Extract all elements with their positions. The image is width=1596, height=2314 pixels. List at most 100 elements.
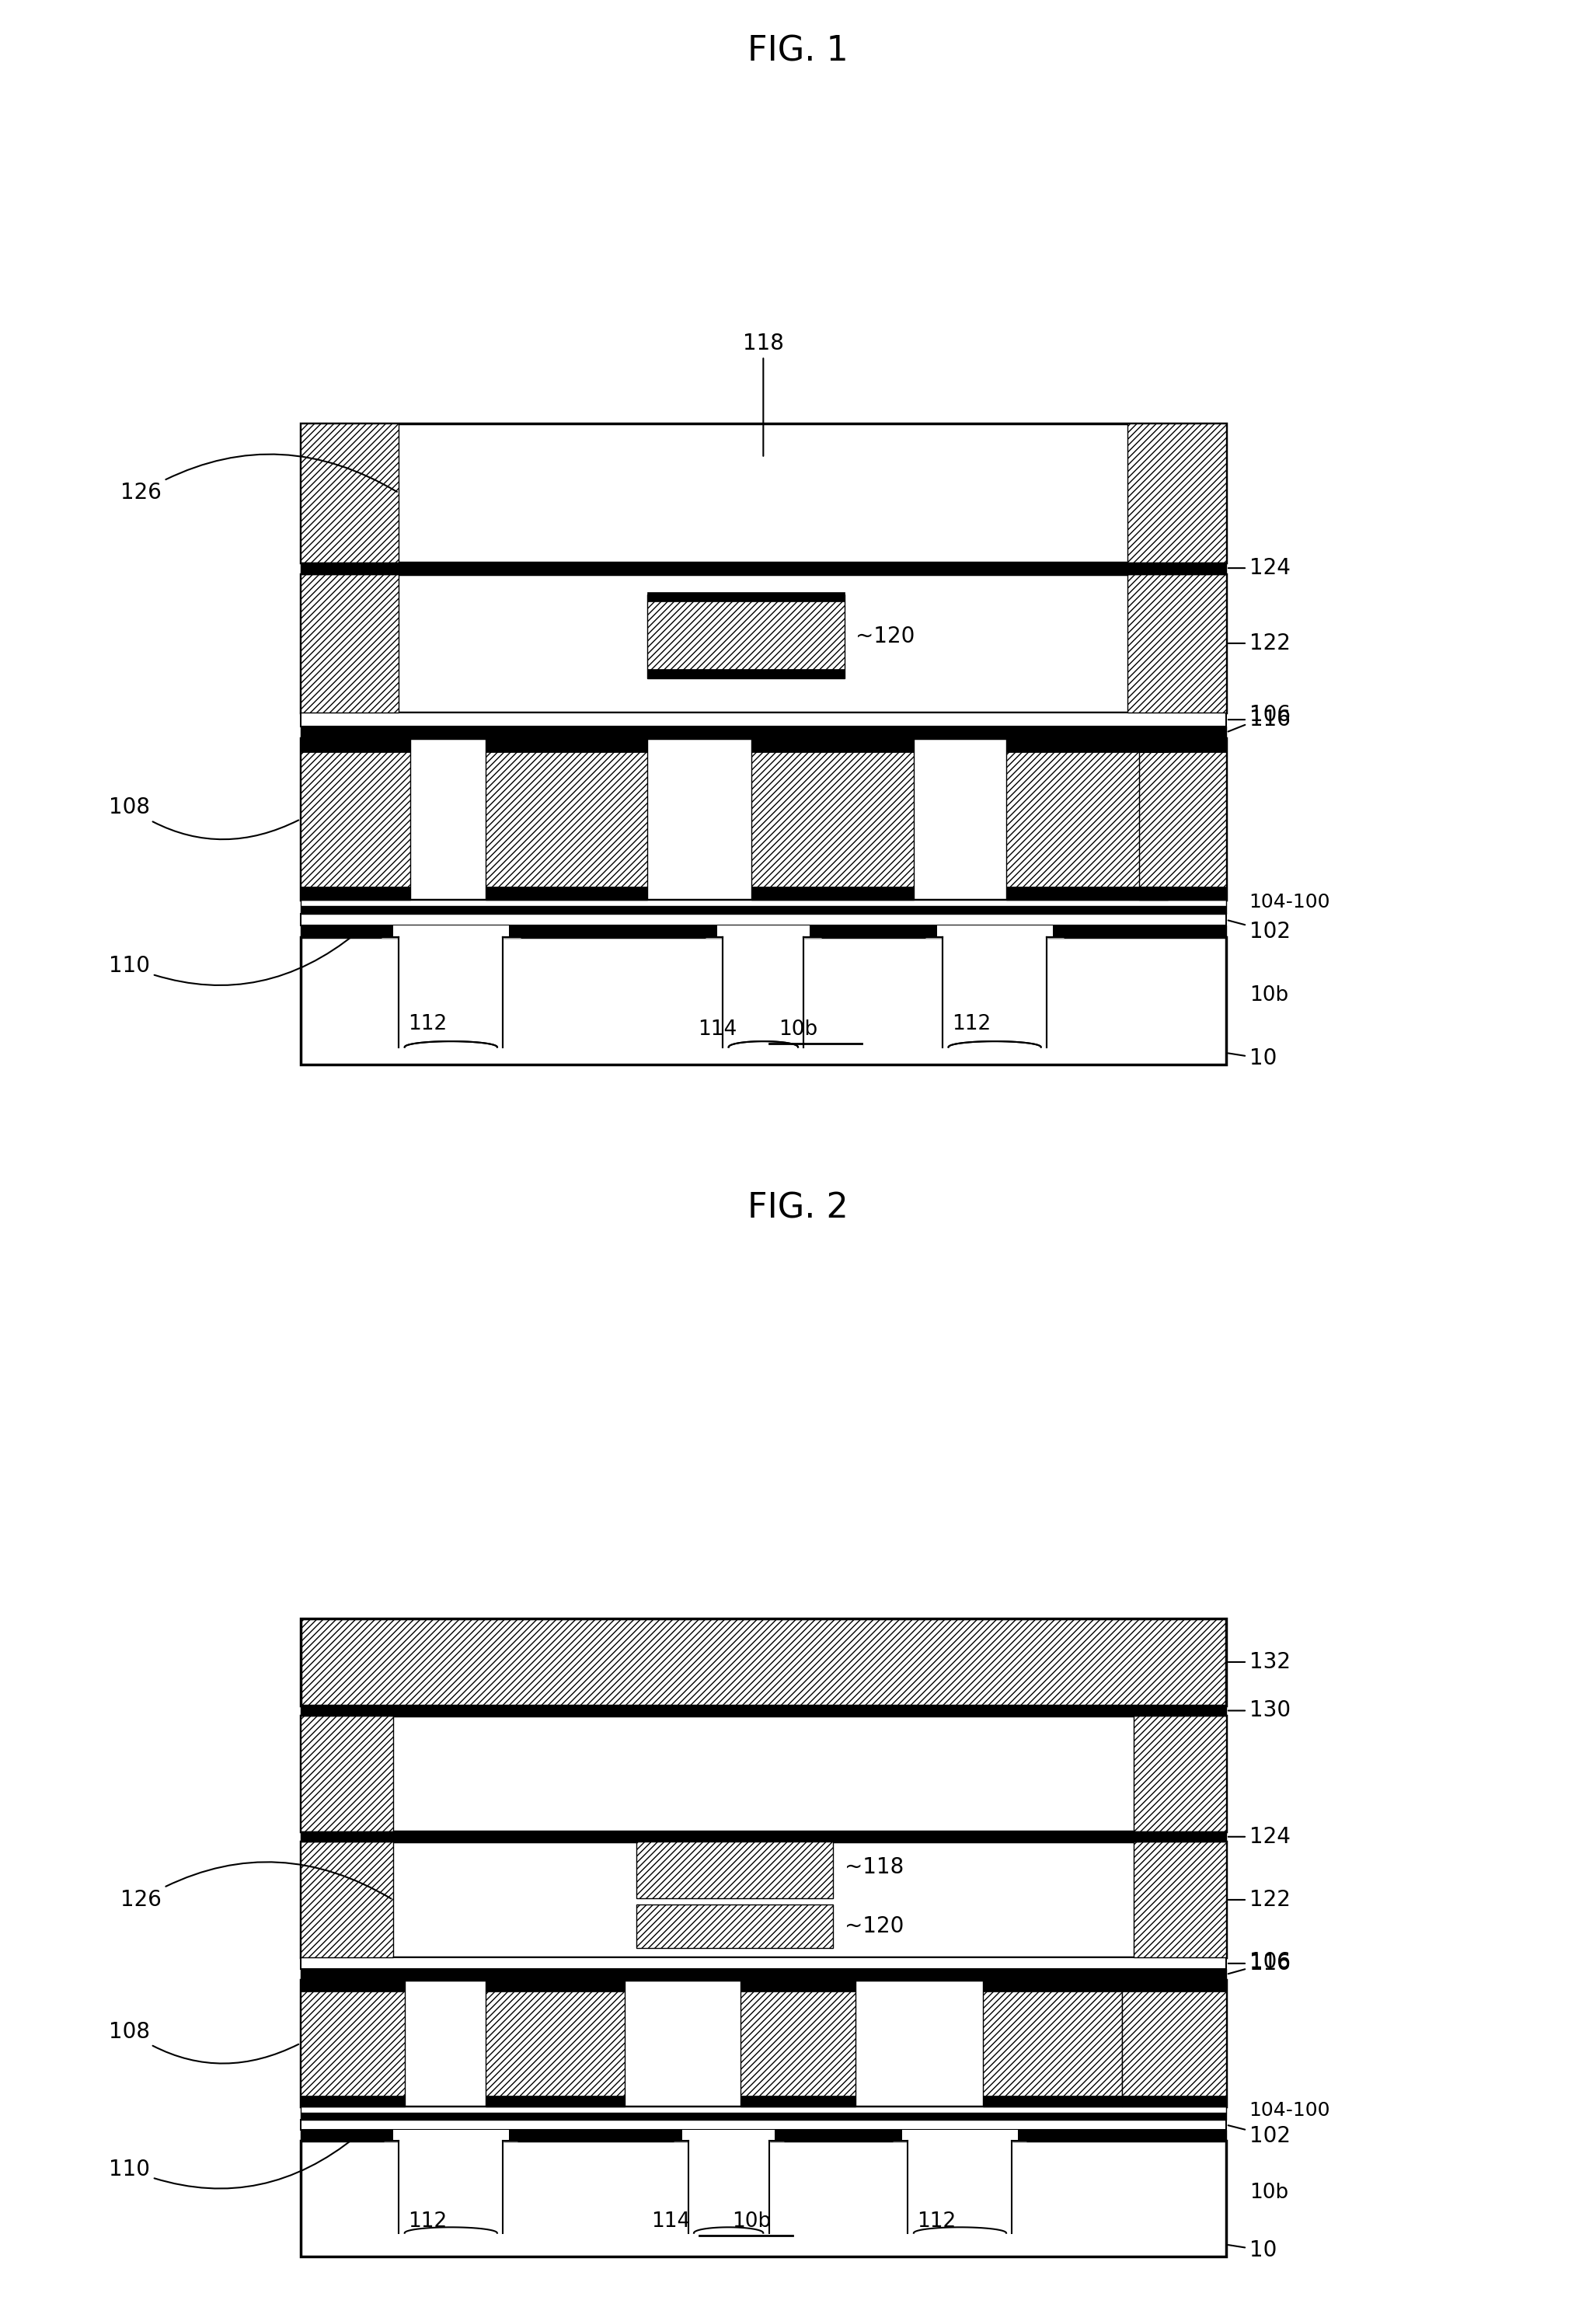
Text: 112: 112 (409, 1014, 447, 1034)
Bar (393, 2129, 509, 2140)
Bar (300, 886, 410, 900)
Bar (300, 1842, 1226, 1958)
Text: 104-100: 104-100 (1250, 2101, 1331, 2120)
Bar (485, 1978, 624, 2106)
Bar (300, 1833, 1226, 1842)
Bar (300, 2120, 1226, 2129)
Bar (300, 727, 1226, 738)
Polygon shape (926, 937, 1065, 1048)
Text: 122: 122 (1229, 632, 1290, 655)
Text: 126: 126 (121, 1863, 391, 1911)
Text: 110: 110 (109, 933, 356, 986)
Text: 130: 130 (1229, 1701, 1291, 1722)
Text: 10b: 10b (733, 2212, 771, 2231)
Polygon shape (385, 2140, 517, 2235)
Bar (300, 1978, 405, 1990)
Bar (300, 926, 1226, 937)
Text: 112: 112 (409, 2212, 447, 2231)
Polygon shape (381, 937, 520, 1048)
Bar (300, 423, 399, 562)
Bar (741, 2096, 855, 2106)
Bar (902, 2129, 1018, 2140)
Bar (717, 926, 809, 937)
Bar (1128, 574, 1226, 713)
Bar (300, 900, 1226, 905)
Text: 10b: 10b (779, 1020, 817, 1039)
Polygon shape (705, 937, 820, 1048)
Bar (300, 937, 1226, 1064)
Bar (1140, 738, 1226, 900)
Bar (300, 574, 399, 713)
Bar (1122, 1978, 1226, 1990)
Bar (300, 738, 1226, 900)
Text: ~120: ~120 (844, 1916, 903, 1937)
Text: 116: 116 (1229, 708, 1290, 731)
Bar (741, 1978, 855, 2106)
Bar (300, 713, 1226, 727)
Bar (937, 926, 1052, 937)
Text: ~118: ~118 (844, 1856, 903, 1877)
Text: 124: 124 (1229, 558, 1290, 578)
Bar (300, 2140, 1226, 2256)
Bar (1140, 886, 1226, 900)
Text: 116: 116 (1229, 1953, 1290, 1974)
Bar (300, 1978, 405, 2106)
Text: 112: 112 (918, 2212, 956, 2231)
Bar (300, 1717, 393, 1833)
Text: ~120: ~120 (855, 625, 915, 648)
Text: 104-100: 104-100 (1250, 893, 1331, 912)
Polygon shape (674, 2140, 784, 2235)
Bar (637, 1904, 833, 1948)
Text: 102: 102 (1229, 921, 1291, 942)
Text: 102: 102 (1229, 2124, 1291, 2147)
Bar (300, 2096, 405, 2106)
Bar (300, 1705, 1226, 1717)
Bar (300, 423, 1226, 562)
Text: 10: 10 (1229, 1048, 1277, 1069)
Bar (485, 738, 648, 900)
Bar (1133, 1842, 1226, 1958)
Bar (300, 1978, 1226, 2106)
Bar (1005, 886, 1168, 900)
Bar (485, 1978, 624, 1990)
Text: 10b: 10b (1250, 2182, 1288, 2203)
Text: 124: 124 (1229, 1826, 1290, 1847)
Text: 114: 114 (651, 2212, 689, 2231)
Polygon shape (705, 937, 820, 1048)
Bar (648, 592, 844, 602)
Bar (1122, 1978, 1226, 2106)
Polygon shape (894, 2140, 1026, 2235)
Text: FIG. 1: FIG. 1 (747, 35, 849, 67)
Text: 132: 132 (1229, 1652, 1291, 1673)
Bar (648, 595, 844, 678)
Bar (393, 926, 509, 937)
Bar (683, 2129, 776, 2140)
Text: 10b: 10b (1250, 986, 1288, 1004)
Text: 10: 10 (1229, 2240, 1277, 2261)
Bar (485, 2096, 624, 2106)
Bar (300, 905, 1226, 914)
Bar (1133, 1717, 1226, 1833)
Bar (300, 562, 1226, 574)
Bar (983, 1978, 1122, 1990)
Text: 106: 106 (1229, 1951, 1291, 1974)
Bar (300, 2113, 1226, 2120)
Bar (300, 1969, 1226, 1978)
Text: 118: 118 (742, 333, 784, 456)
Bar (1140, 738, 1226, 752)
Bar (485, 738, 648, 752)
Bar (1128, 423, 1226, 562)
Bar (300, 738, 410, 752)
Text: 126: 126 (121, 454, 397, 504)
Bar (741, 1978, 855, 1990)
Bar (300, 574, 1226, 713)
Text: 106: 106 (1227, 703, 1291, 731)
Text: 110: 110 (109, 2136, 356, 2189)
Text: 108: 108 (109, 2020, 298, 2064)
Bar (648, 669, 844, 678)
Text: 112: 112 (953, 1014, 991, 1034)
Bar (300, 738, 410, 900)
Bar (485, 886, 648, 900)
Bar (300, 1717, 1226, 1833)
Text: 122: 122 (1229, 1888, 1290, 1911)
